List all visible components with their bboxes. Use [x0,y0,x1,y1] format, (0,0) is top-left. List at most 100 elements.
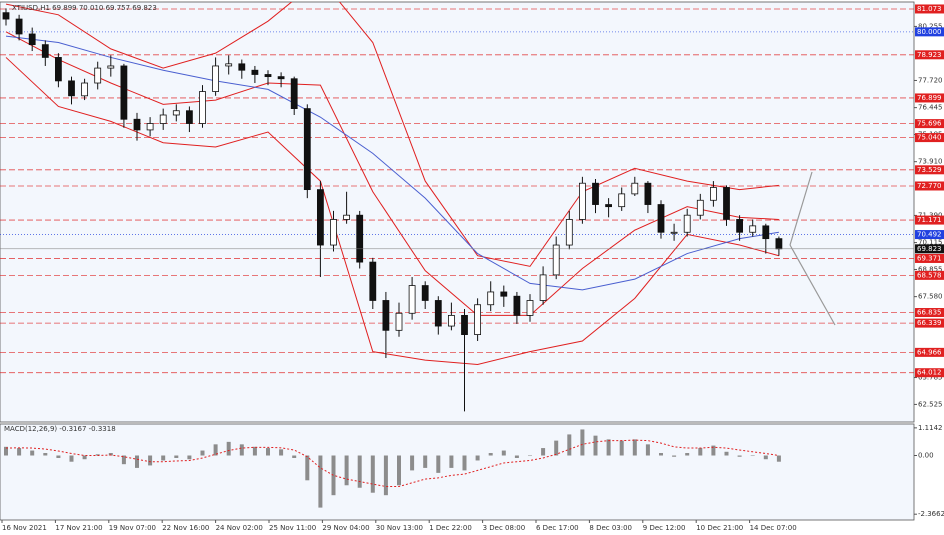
level-label: 80.000 [917,28,942,36]
level-tag [915,215,944,225]
x-tick-label: 14 Dec 07:00 [750,524,797,532]
candle-body [159,114,167,124]
y-tick-label: 71.390 [918,211,943,219]
candle-body [251,69,259,75]
candle-body [55,57,62,82]
macd-bar [121,455,126,465]
candle-body [94,67,102,84]
macd-bar [606,439,611,456]
y-tick-label: 70.115 [918,239,943,247]
candle-body [146,123,154,131]
x-tick-label: 19 Nov 07:00 [109,524,156,532]
macd-bar [187,455,192,460]
candle-body [290,78,298,109]
x-tick-label: 3 Dec 08:00 [483,524,526,532]
level-label: 66.339 [917,319,942,327]
macd-tick-label: -2.3662 [918,510,944,518]
candle-body [762,225,770,240]
candle-body [513,295,521,316]
candle-body [552,244,560,276]
candle-body [369,261,377,301]
candle-body [316,189,324,246]
candle-body [670,231,678,234]
candle-body [723,187,730,220]
y-tick-label: 68.855 [918,265,943,273]
candle-body [264,74,272,78]
candle-body [696,199,704,216]
x-tick-label: 25 Nov 11:00 [269,524,316,532]
x-tick-label: 9 Dec 12:00 [643,524,686,532]
macd-bar [200,450,205,456]
x-tick-label: 22 Nov 16:00 [162,524,209,532]
level-label: 69.371 [917,254,942,262]
candle-body [565,219,573,246]
candle-body [330,219,337,246]
candle-body [212,65,220,92]
macd-bar [318,455,323,508]
macd-bar [108,453,113,456]
macd-bar [383,455,388,496]
level-label: 72.770 [917,182,942,190]
macd-bar [724,451,729,456]
macd-bar [541,448,546,456]
macd-tick-label: 0.00 [918,452,934,460]
level-tag [915,253,944,263]
last-price-tag [915,244,944,254]
candle-body [41,44,49,58]
macd-bar [423,455,428,468]
main-plot [0,2,914,412]
macd-panel [0,423,915,521]
candle-body [775,238,783,250]
macd-bar [672,455,677,457]
macd-bar [685,453,690,456]
candle-body [749,225,757,233]
y-tick-label: 77.720 [918,76,943,84]
candle-body [605,204,612,208]
candle-body [199,91,206,124]
macd-bar [135,455,139,468]
x-tick-label: 1 Dec 22:00 [429,524,472,532]
macd-bar [279,449,284,456]
candle-body [172,110,180,116]
candle-body [356,214,364,263]
level-label: 78.923 [917,51,942,59]
macd-bar [776,455,781,462]
level-label: 81.073 [917,5,942,13]
x-tick-label: 29 Nov 04:00 [322,524,369,532]
macd-plot [4,429,781,508]
macd-bar [4,446,8,456]
macd-bar [449,455,454,468]
level-tag [915,27,944,37]
y-tick-label: 76.445 [918,104,943,112]
macd-bar [69,455,74,462]
macd-bar [462,455,467,471]
macd-bar [213,444,218,456]
candle-body [592,182,599,205]
macd-bar [266,448,270,456]
candle-body [395,312,403,331]
level-tag [915,133,944,143]
candle-body [683,214,691,233]
projection-arrows [789,171,836,326]
level-label: 71.171 [917,216,942,224]
macd-bar [750,455,755,457]
candle-body [474,304,482,335]
macd-bar [305,455,310,481]
macd-bar [501,450,506,456]
candle-body [343,214,351,220]
candle-body [487,291,495,306]
candle-body [644,182,652,205]
macd-bar [161,455,166,461]
macd-tick-label: 1.1142 [918,424,943,432]
candle-body [225,63,233,67]
level-label: 75.040 [917,134,942,142]
level-tag [915,270,944,280]
macd-bar [370,455,375,493]
macd-bar [711,445,716,456]
overlay-line [5,2,779,267]
macd-bar [17,448,22,456]
candle-body [185,110,193,124]
main-panel [0,1,915,423]
